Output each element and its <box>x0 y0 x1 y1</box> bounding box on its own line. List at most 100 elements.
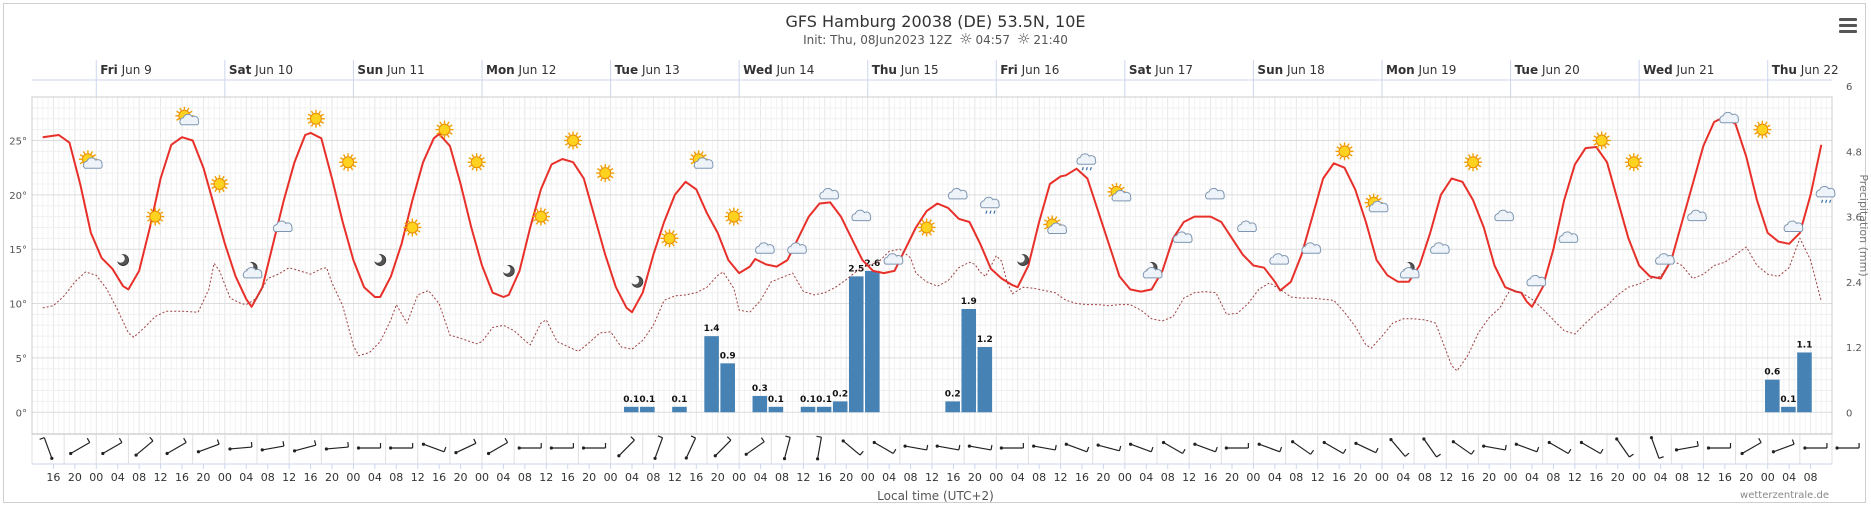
sun-icon <box>467 153 486 172</box>
day-label: Wed Jun 14 <box>743 63 814 77</box>
wind-head <box>1193 442 1197 446</box>
wind-head <box>486 451 491 456</box>
grid-lines <box>31 96 1833 435</box>
wind-barb <box>630 436 635 441</box>
sun-ray <box>404 229 408 233</box>
sun-ray <box>1475 154 1479 158</box>
sun-icon <box>660 229 679 248</box>
wind-head <box>967 444 971 448</box>
hour-label: 08 <box>1418 471 1432 484</box>
sun-ray <box>417 229 421 233</box>
sun-disc <box>1627 156 1640 169</box>
sun-ray <box>577 142 582 146</box>
y-right-tick-label: 1.2 <box>1846 343 1862 354</box>
precip-bar <box>623 406 639 413</box>
wind-head <box>684 456 688 460</box>
wind-head <box>324 447 328 451</box>
sun-ray <box>449 124 453 128</box>
wind-arrow <box>1322 440 1347 455</box>
wind-head <box>1064 442 1068 446</box>
sun-ray <box>1118 183 1122 187</box>
hour-label: 04 <box>1139 471 1153 484</box>
sun-ray <box>674 233 678 236</box>
hour-label: 00 <box>1118 471 1132 484</box>
sun-ray <box>342 154 346 158</box>
wind-shaft <box>1098 444 1120 452</box>
sun-icon <box>306 109 325 128</box>
cloud-icon <box>819 187 840 200</box>
wind-barb <box>1054 444 1057 451</box>
wind-shaft <box>135 440 154 456</box>
sun-ray <box>407 232 410 236</box>
cloud-icon <box>1172 231 1193 243</box>
sun-ray <box>404 222 408 226</box>
hour-label: 08 <box>775 471 789 484</box>
moon-icon <box>116 254 129 266</box>
wind-shaft <box>1741 441 1762 455</box>
precip-bar <box>848 276 864 413</box>
precip-label: 0.2 <box>832 389 848 399</box>
sun-disc <box>213 177 226 190</box>
day-label: Fri Jun 9 <box>100 63 151 77</box>
hour-label: 00 <box>1632 471 1646 484</box>
rain-drop <box>1825 199 1828 204</box>
wind-arrow <box>1354 441 1379 454</box>
sun-ray <box>1604 132 1607 136</box>
cloud-shape <box>1687 209 1707 222</box>
sun-ray <box>179 107 182 111</box>
sun-disc <box>342 156 355 169</box>
hour-label: 00 <box>1246 471 1260 484</box>
cloud-shape <box>1430 242 1450 254</box>
sun-ray <box>543 221 547 225</box>
cloud-shape <box>1655 253 1675 265</box>
wind-head <box>421 442 426 446</box>
sunset-time: 21:40 <box>1033 33 1068 47</box>
wind-head <box>1451 440 1455 444</box>
wind-arrow <box>1740 437 1762 456</box>
wind-shaft <box>1033 445 1056 451</box>
hour-label: 20 <box>582 471 596 484</box>
wind-head <box>134 453 138 457</box>
wind-shaft <box>714 439 732 457</box>
wind-head <box>1096 443 1100 447</box>
hour-label: 12 <box>1696 471 1710 484</box>
y-right-tick-label: 0 <box>1846 408 1852 419</box>
day-label: Mon Jun 12 <box>486 63 556 77</box>
cloud-icon <box>883 253 904 265</box>
wind-head <box>292 449 297 453</box>
rain-drop <box>989 210 992 214</box>
sun-ray <box>186 107 190 111</box>
sun-disc <box>599 167 612 180</box>
sun-ray <box>1467 154 1471 158</box>
day-label-dow: Fri <box>1000 63 1017 77</box>
wind-shaft <box>1194 443 1216 453</box>
wind-head <box>165 451 169 456</box>
day-label-dow: Sun <box>1257 63 1283 77</box>
wind-arrow <box>454 438 477 455</box>
moon-icon <box>630 275 644 288</box>
sun-disc <box>727 210 740 223</box>
wind-head <box>1771 450 1776 454</box>
sun-ray <box>1638 164 1642 168</box>
wind-barb <box>1086 446 1090 452</box>
hour-label: 04 <box>239 471 253 484</box>
hour-label: 16 <box>304 471 318 484</box>
y-right-tick-label: 4.8 <box>1846 147 1862 158</box>
day-label-dow: Tue <box>615 63 639 77</box>
sun-ray <box>318 110 322 114</box>
sun-ray <box>543 208 547 212</box>
hour-label: 20 <box>839 471 853 484</box>
sun-ray <box>468 164 472 168</box>
wind-shaft <box>1292 441 1311 455</box>
sun-ray <box>1111 183 1115 187</box>
cloud-shape <box>1368 200 1389 213</box>
sun-ray <box>1606 142 1610 146</box>
hamburger-menu-icon[interactable] <box>1839 18 1857 36</box>
sun-ray <box>224 186 228 190</box>
sun-ray <box>921 232 925 236</box>
hour-label: 00 <box>861 471 875 484</box>
wind-arrow <box>1291 440 1315 455</box>
cloud-shape <box>787 242 807 254</box>
precip-bar <box>800 406 816 413</box>
sun-ray <box>1604 145 1607 149</box>
